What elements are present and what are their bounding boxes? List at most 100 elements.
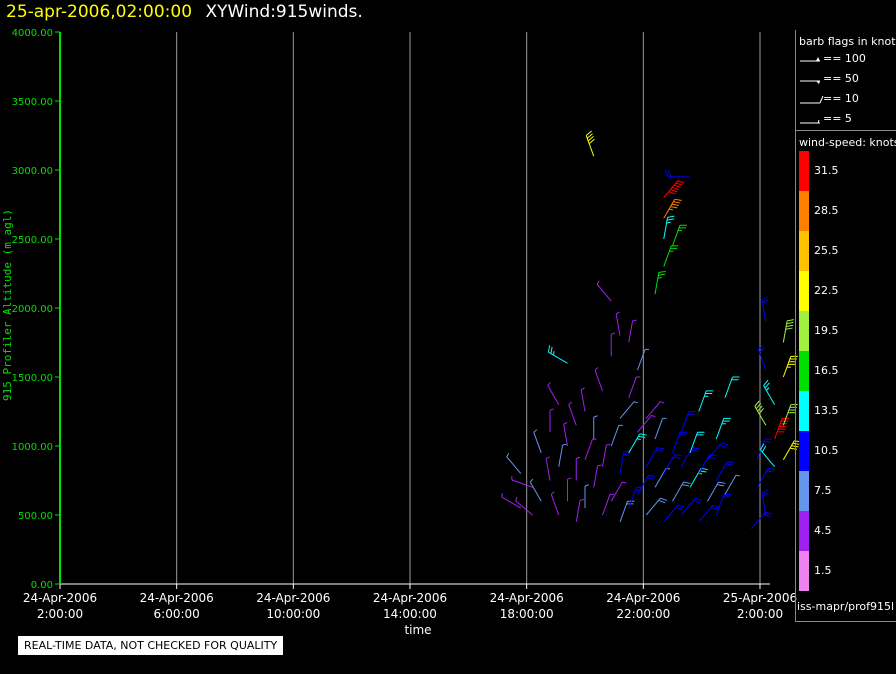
speed-swatch [799,511,809,551]
wind-barb [754,400,767,426]
wind-barb [593,415,598,440]
wind-barb [575,456,581,481]
barb-flag [725,463,733,466]
barb-staff [619,451,625,474]
y-axis-label: 915 Profiler Altitude (m agl) [1,209,14,401]
speed-swatch [799,551,809,591]
barb-staff [782,320,788,343]
wind-barb [575,499,585,522]
barb-flag [665,170,669,178]
barb-staff [593,465,599,488]
barb-flag [716,484,725,487]
data-source: iss-mapr/prof915l [797,600,895,613]
barb-flag [622,481,627,484]
barb-flag [761,296,769,301]
barb-flag [550,491,555,495]
x-tick-label-date: 24-Apr-2006 [140,591,214,605]
barb-staff [585,135,595,157]
wind-barb [529,478,542,502]
title-date: 25-apr-2006,02:00:00 [6,2,193,22]
wind-barb [724,376,740,398]
barb-flag [587,136,594,142]
speed-swatch [799,231,809,271]
barb-staff [511,479,533,488]
barb-flag [674,198,682,201]
wind-barb [628,376,641,398]
barb-flag [567,477,572,480]
wind-barb [698,390,714,412]
wind-barb [628,433,647,454]
wind-barb [549,408,554,433]
axes: 24-Apr-2006 2:00:00 24-Apr-2006 6:00:00 24-A… [12,28,797,621]
barb-flag [657,447,665,450]
wind-barb [645,447,665,467]
barb-staff [680,497,696,516]
y-tick-label: 500.00 [18,511,53,522]
quality-disclaimer: REAL-TIME DATA, NOT CHECKED FOR QUALITY [18,636,284,655]
wind-barb [619,450,631,474]
barb-staff [628,433,641,454]
barb-flag [674,184,681,188]
barb-flag [655,449,663,452]
wind-barb [715,417,731,440]
barb-staff [756,468,769,488]
barb-flag [606,443,611,446]
barb-flag [666,221,671,224]
barb-staff [680,411,690,433]
barb-staff [689,432,698,454]
wind-barb [654,467,671,488]
barb-flag [674,454,682,457]
speed-swatch [799,191,809,231]
barb-flag [636,438,641,440]
barb-flag [670,189,678,193]
barb-flag [786,321,794,325]
barb-flag [692,447,700,450]
wind-barb [782,319,795,343]
barb-staff [619,401,635,419]
barb-staff [610,481,623,502]
barb-staff [754,405,767,426]
barb-staff [550,494,560,516]
barb-staff [575,500,581,522]
barb-staff [628,487,637,509]
wind-barb [584,484,589,509]
wind-barb [663,504,685,523]
barb-flag [660,401,665,404]
barb-flag [758,347,765,353]
wind-barb [724,474,741,495]
barb-staff [563,424,568,447]
wind-barb [563,421,568,447]
barb-flag [547,382,551,386]
wind-barb [774,417,790,440]
barb-flag [735,474,741,477]
barb-staff [533,432,542,454]
barb-flag [690,449,698,452]
barb-flag [791,445,799,448]
y-tick-label: 2500.00 [12,235,53,246]
barb-staff [515,500,533,516]
barb-flag [585,130,592,136]
speed-swatch-label: 13.5 [814,404,839,417]
barb-staff [698,504,714,523]
barb-flag [760,443,765,451]
barb-staff [715,461,728,481]
flag-row-100: == 100 [796,52,896,66]
flag-row-50: == 50 [796,72,896,86]
x-tick-label-date: 24-Apr-2006 [256,591,330,605]
barb-staff [761,493,767,516]
barb-flag [758,407,765,414]
barb-flag [529,478,534,483]
wind-barb [558,443,567,467]
speed-swatch-label: 22.5 [814,284,839,297]
wind-barb [594,367,603,391]
wind-barb [665,170,690,178]
speed-swatch-label: 28.5 [814,204,839,217]
wind-barb [645,497,668,516]
x-tick-label-time: 14:00:00 [383,607,437,621]
barb-staff [654,468,667,488]
wind-barb [654,270,666,295]
wind-barb [515,496,533,516]
barb-flag [762,492,769,497]
barb-flag [638,435,646,439]
wind-barb [707,442,729,461]
